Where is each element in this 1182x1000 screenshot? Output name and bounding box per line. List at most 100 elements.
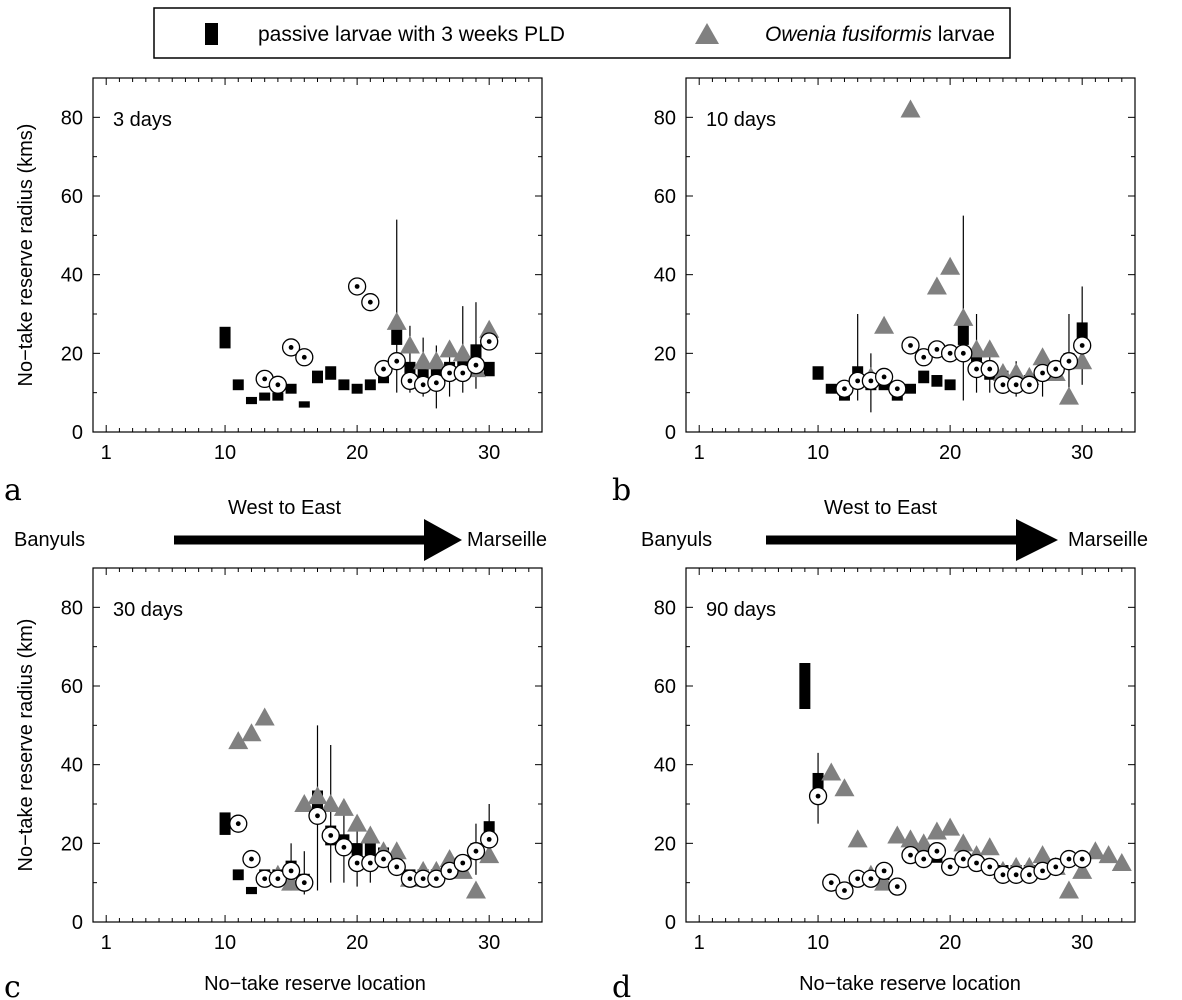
median-dot xyxy=(407,378,413,384)
median-dot xyxy=(1053,366,1059,372)
x-tick-label: 20 xyxy=(346,932,368,954)
owenia-triangle xyxy=(834,778,855,797)
legend-owenia-marker xyxy=(695,23,719,44)
median-dot xyxy=(1079,856,1085,862)
owenia-triangle xyxy=(479,845,500,864)
owenia-triangle xyxy=(347,813,368,832)
owenia-triangle xyxy=(887,825,908,844)
y-tick-label: 20 xyxy=(61,343,83,365)
median-dot xyxy=(328,833,334,838)
passive-box xyxy=(338,379,350,391)
owenia-triangle xyxy=(1098,845,1119,864)
direction-arrow-head-right xyxy=(1016,519,1058,561)
median-dot xyxy=(921,354,927,360)
y-tick-label: 60 xyxy=(654,676,676,698)
legend-owenia-label: Owenia fusiformis larvae xyxy=(765,23,995,46)
owenia-triangle xyxy=(320,794,341,812)
median-dot xyxy=(815,793,821,799)
median-dot xyxy=(842,386,847,392)
owenia-triangle xyxy=(900,829,921,848)
median-dot xyxy=(921,856,927,862)
median-dot xyxy=(1026,382,1032,388)
passive-box xyxy=(232,869,244,881)
owenia-triangle xyxy=(452,343,473,362)
direction-left: Banyuls West to East Marseille xyxy=(14,497,547,561)
x-tick-label: 30 xyxy=(1071,932,1093,954)
x-tick-label: 1 xyxy=(101,932,112,954)
owenia-triangle xyxy=(386,841,407,860)
median-dot xyxy=(908,343,913,348)
legend: passive larvae with 3 weeks PLD Owenia f… xyxy=(153,7,1011,59)
passive-box xyxy=(285,383,297,394)
owenia-triangle xyxy=(1006,363,1027,381)
median-dot xyxy=(974,860,979,866)
owenia-triangle xyxy=(874,315,895,334)
owenia-triangle xyxy=(926,276,947,295)
y-tick-label: 0 xyxy=(665,912,676,934)
direction-west-label-left: Banyuls xyxy=(14,529,85,551)
median-dot xyxy=(473,362,479,368)
median-dot xyxy=(433,380,439,386)
median-dot xyxy=(354,860,360,866)
y-tick-label: 20 xyxy=(654,343,676,365)
median-dot xyxy=(381,856,386,862)
y-tick-label: 0 xyxy=(72,422,83,444)
median-dot xyxy=(341,844,347,850)
median-dot xyxy=(394,864,400,870)
x-tick-label: 20 xyxy=(939,442,961,464)
median-dot xyxy=(987,864,993,870)
median-dot xyxy=(433,876,439,882)
direction-arrow-head-left xyxy=(424,519,462,561)
median-dot xyxy=(894,884,900,889)
median-dot xyxy=(1053,864,1059,870)
owenia-triangle xyxy=(953,833,974,852)
median-dot xyxy=(486,837,492,842)
y-tick-label: 0 xyxy=(665,422,676,444)
median-dot xyxy=(1079,343,1085,348)
median-dot xyxy=(1040,370,1045,376)
y-tick-label: 80 xyxy=(61,597,83,619)
x-tick-label: 10 xyxy=(214,932,236,954)
xlabel-right: No−take reserve location xyxy=(799,973,1021,995)
passive-box xyxy=(905,383,916,394)
ylabel-top: No−take reserve radius (kms) xyxy=(15,124,37,387)
median-dot xyxy=(288,345,294,350)
passive-box xyxy=(219,326,231,349)
median-dot xyxy=(974,366,979,372)
owenia-triangle xyxy=(1032,347,1053,366)
y-tick-label: 60 xyxy=(61,186,83,208)
legend-owenia-italic: Owenia fusiformis xyxy=(765,23,932,46)
owenia-triangle xyxy=(1111,853,1132,871)
passive-box xyxy=(298,401,310,408)
ylabel-bottom: No−take reserve radius (km) xyxy=(15,619,37,872)
owenia-triangle xyxy=(294,794,315,812)
median-dot xyxy=(881,374,887,380)
direction-east-label-right: Marseille xyxy=(1068,529,1148,551)
owenia-triangle xyxy=(479,319,500,338)
median-dot xyxy=(407,876,413,882)
passive-box xyxy=(219,812,231,835)
x-tick-label: 10 xyxy=(214,442,236,464)
passive-box xyxy=(812,366,824,380)
owenia-triangle xyxy=(413,351,434,370)
panel-b: 1 10 20 30 0 20 40 60 80 10 days xyxy=(654,77,1136,464)
median-dot xyxy=(420,382,426,388)
owenia-triangle xyxy=(307,786,328,805)
owenia-triangle xyxy=(360,825,381,844)
owenia-triangle xyxy=(254,707,275,726)
owenia-triangle xyxy=(399,335,420,354)
y-tick-label: 80 xyxy=(654,107,676,129)
median-dot xyxy=(868,876,874,882)
y-tick-label: 40 xyxy=(61,755,83,777)
y-tick-label: 20 xyxy=(61,833,83,855)
direction-west-label-right: Banyuls xyxy=(641,529,712,551)
median-dot xyxy=(288,868,294,874)
median-dot xyxy=(828,880,834,886)
median-dot xyxy=(275,876,281,882)
median-dot xyxy=(908,852,913,858)
owenia-triangle xyxy=(1072,860,1093,879)
median-dot xyxy=(367,299,373,305)
median-dot xyxy=(301,354,307,360)
passive-box xyxy=(430,366,442,380)
y-tick-label: 80 xyxy=(61,107,83,129)
